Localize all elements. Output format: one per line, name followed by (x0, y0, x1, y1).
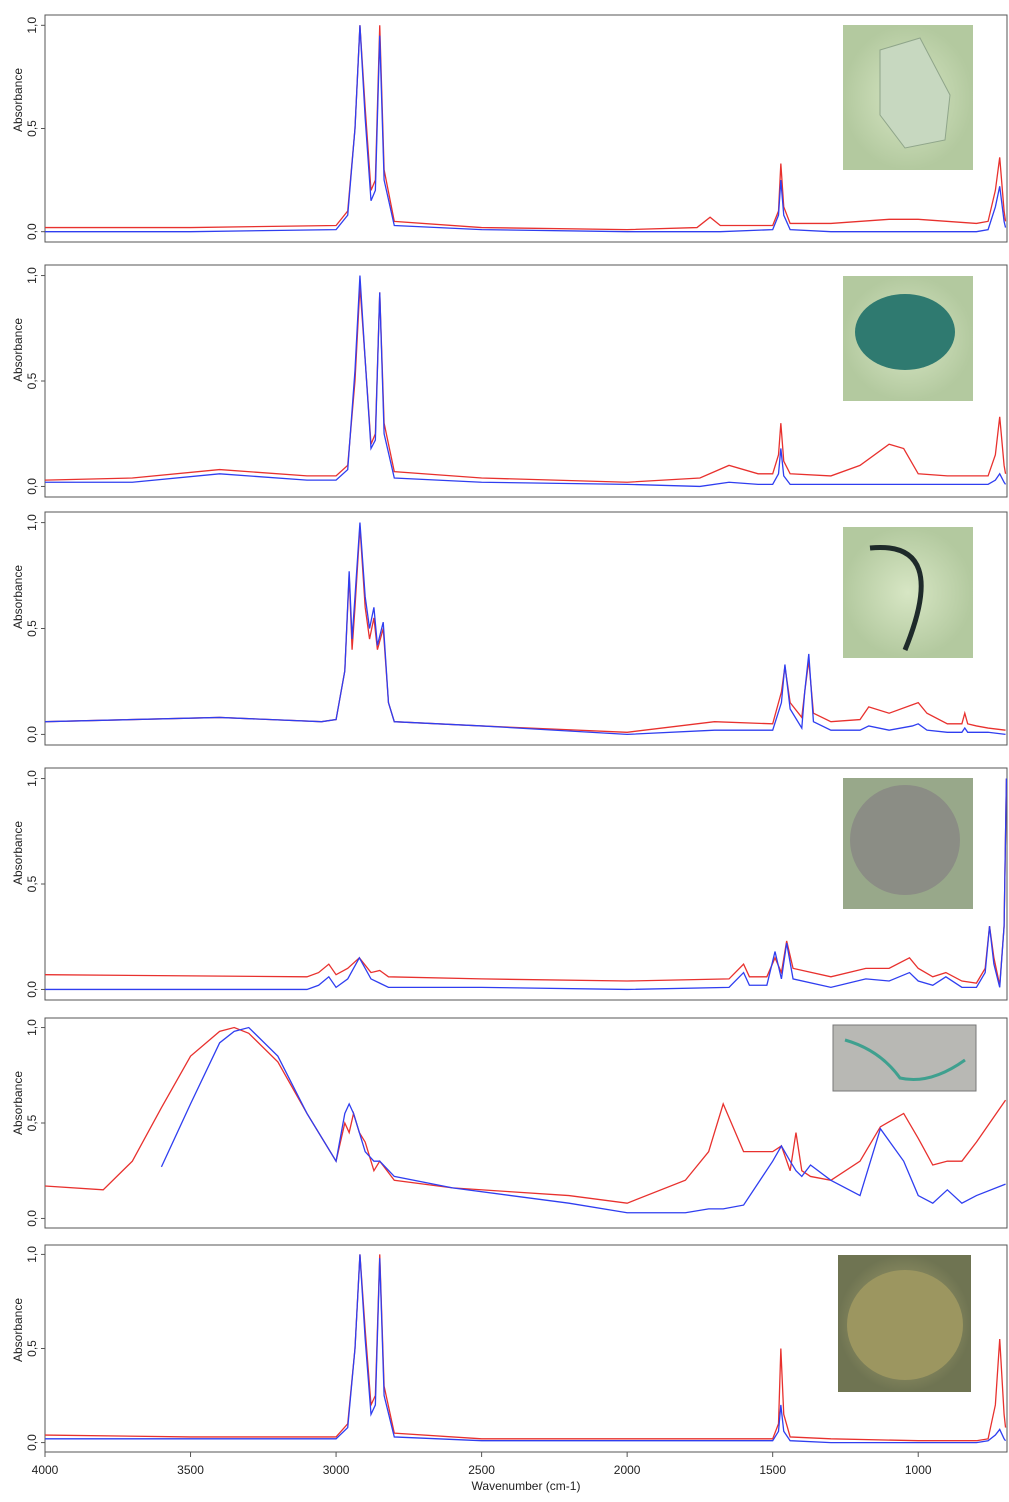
x-tick-label: 2500 (468, 1463, 495, 1477)
y-tick-label: 0,0 (25, 1434, 39, 1451)
x-tick-label: 4000 (32, 1463, 59, 1477)
spectrum-line (45, 522, 1006, 736)
spectrum-line (45, 778, 1007, 991)
y-tick-label: 0,5 (25, 875, 39, 892)
spectrum-line (160, 1026, 1006, 1214)
y-tick-label: 0,5 (25, 620, 39, 637)
y-tick-label: 0,5 (25, 372, 39, 389)
spectrum-line (45, 1026, 1007, 1204)
spectrum-line (45, 1254, 1007, 1444)
photo-object (850, 785, 960, 895)
photo-object (855, 294, 955, 370)
y-axis-label: Absorbance (11, 1071, 25, 1135)
y-tick-label: 0,0 (25, 726, 39, 743)
x-tick-label: 2000 (614, 1463, 641, 1477)
y-tick-label: 1,0 (25, 514, 39, 531)
photo (832, 1024, 977, 1092)
y-tick-label: 1,0 (25, 770, 39, 787)
y-tick-label: 1,0 (25, 267, 39, 284)
y-axis-label: Absorbance (11, 821, 25, 885)
photo-object (879, 37, 951, 149)
spectrum-line (45, 526, 1006, 733)
spectrum-line (45, 25, 1007, 233)
y-tick-label: 0,0 (25, 1210, 39, 1227)
spectrum-line (45, 275, 1007, 488)
x-tick-label: 3500 (177, 1463, 204, 1477)
y-axis-label: Absorbance (11, 1298, 25, 1362)
y-tick-label: 0,5 (25, 1114, 39, 1131)
y-axis-label: Absorbance (11, 318, 25, 382)
photo-object (844, 1038, 966, 1082)
x-tick-label: 1000 (905, 1463, 932, 1477)
y-tick-label: 0,5 (25, 120, 39, 137)
x-tick-label: 1500 (759, 1463, 786, 1477)
x-tick-label: 3000 (323, 1463, 350, 1477)
y-tick-label: 1,0 (25, 1019, 39, 1036)
y-tick-label: 0,5 (25, 1340, 39, 1357)
y-tick-label: 0,0 (25, 478, 39, 495)
y-tick-label: 0,0 (25, 223, 39, 240)
y-tick-label: 1,0 (25, 1246, 39, 1263)
y-tick-label: 0,0 (25, 981, 39, 998)
photo-object (847, 1270, 963, 1380)
y-axis-label: Absorbance (11, 565, 25, 629)
photo-object (869, 544, 924, 651)
x-axis-label: Wavenumber (cm-1) (472, 1479, 581, 1493)
spectrum-line (45, 778, 1007, 986)
y-axis-label: Absorbance (11, 68, 25, 132)
y-tick-label: 1,0 (25, 17, 39, 34)
